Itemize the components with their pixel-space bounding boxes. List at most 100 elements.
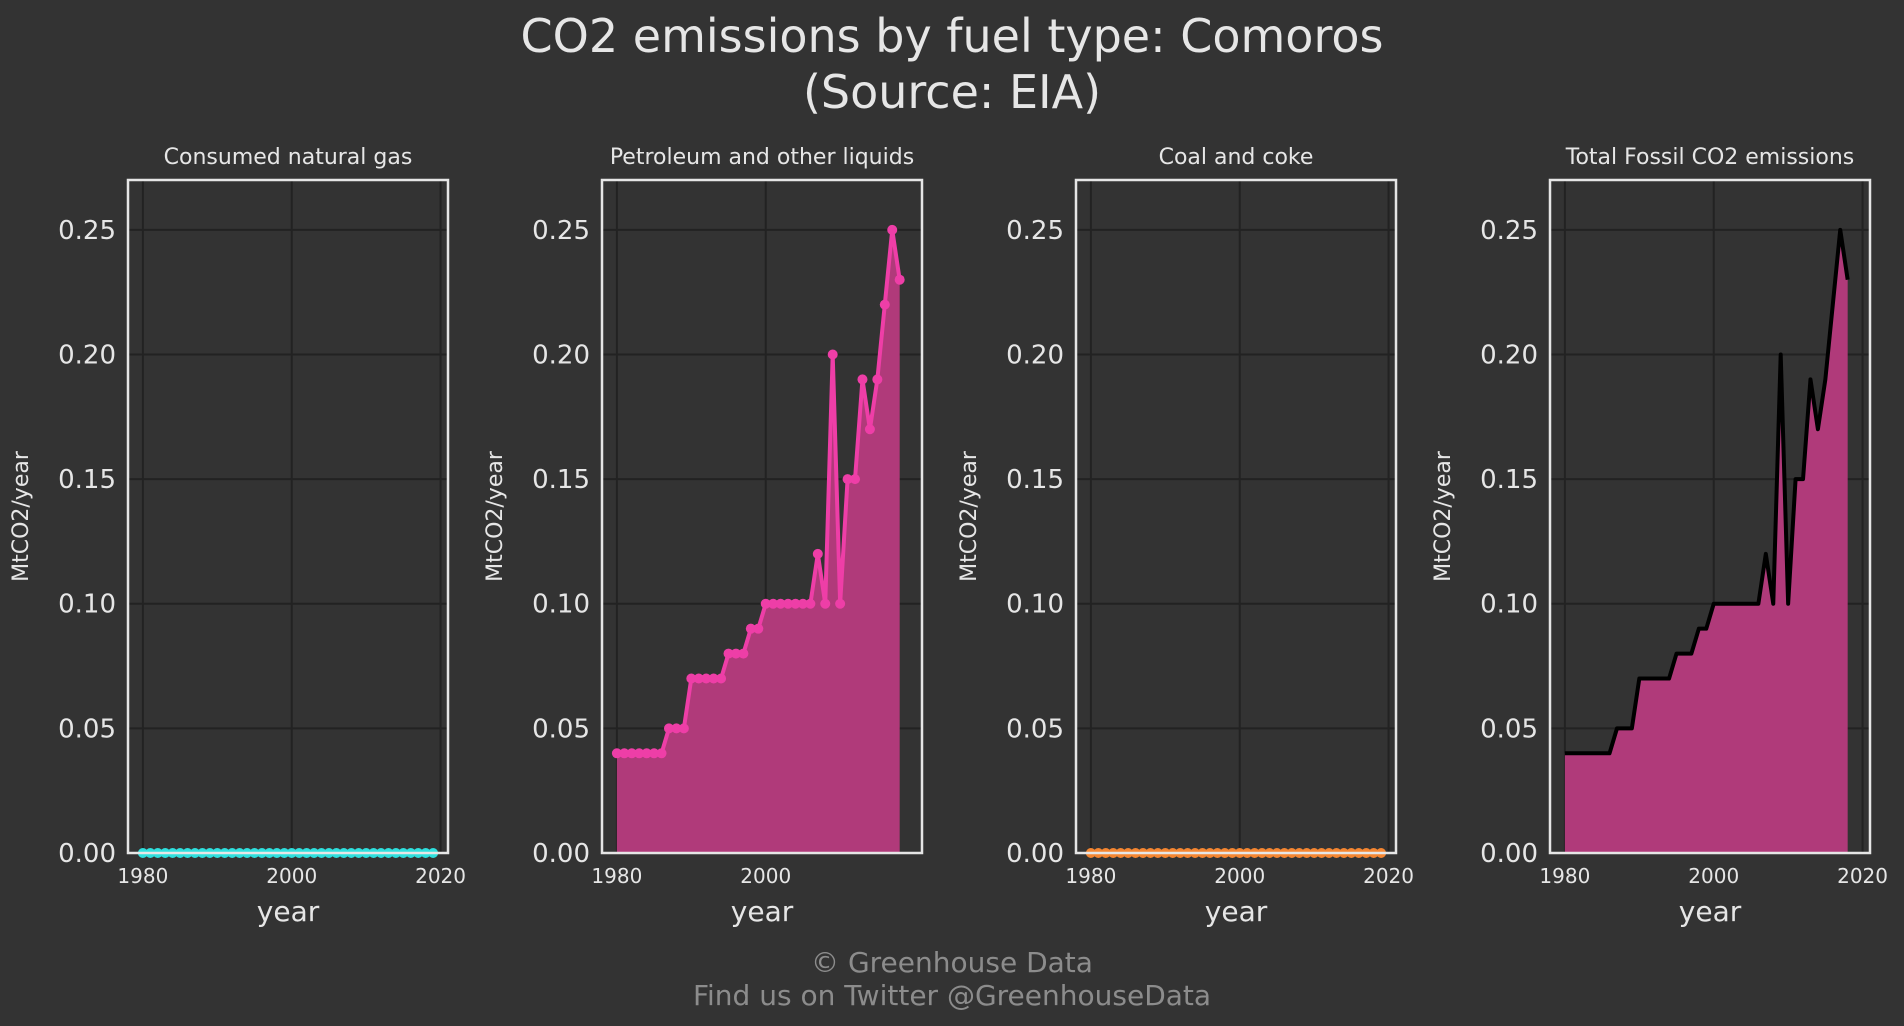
x-axis-label: year: [257, 895, 320, 928]
data-point: [879, 299, 890, 310]
data-point: [820, 598, 831, 609]
y-tick-label: 0.25: [58, 216, 116, 246]
y-tick-label: 0.20: [1480, 340, 1538, 370]
x-tick-label: 2000: [1688, 864, 1739, 888]
y-tick-label: 0.10: [1006, 590, 1064, 620]
data-point: [768, 598, 779, 609]
data-point: [611, 748, 622, 759]
x-tick-label: 1980: [117, 864, 168, 888]
data-point: [656, 748, 667, 759]
x-tick-label: 2000: [740, 864, 791, 888]
y-tick-label: 0.00: [1480, 839, 1538, 869]
y-tick-label: 0.20: [532, 340, 590, 370]
panel-1: 0.00 0.05 0.10 0.15 0.20 0.25 1980 2000 2020 Cons…: [9, 145, 466, 928]
y-tick-label: 0.15: [532, 465, 590, 495]
y-tick-label: 0.25: [1006, 216, 1064, 246]
y-tick-label: 0.25: [1480, 216, 1538, 246]
data-point: [738, 648, 749, 659]
y-axis-label: MtCO2/year: [9, 450, 34, 582]
data-point: [894, 274, 905, 285]
x-axis-label: year: [731, 895, 794, 928]
data-point: [723, 648, 734, 659]
y-tick-label: 0.00: [1006, 839, 1064, 869]
data-point: [790, 598, 801, 609]
y-axis-label: MtCO2/year: [1431, 450, 1456, 582]
x-tick-label: 1980: [591, 864, 642, 888]
plot-frame: [126, 178, 450, 855]
data-point: [708, 673, 719, 684]
y-tick-label: 0.20: [58, 340, 116, 370]
x-tick-label: 2020: [1837, 864, 1888, 888]
data-point: [649, 748, 660, 759]
x-axis-label: year: [1679, 895, 1742, 928]
x-tick-label: 1980: [1539, 864, 1590, 888]
footer-credit: © Greenhouse Data: [811, 946, 1093, 979]
data-point: [716, 673, 727, 684]
data-point: [693, 673, 704, 684]
y-axis-label: MtCO2/year: [483, 450, 508, 582]
data-point: [745, 623, 756, 634]
y-tick-label: 0.15: [1480, 465, 1538, 495]
data-point: [686, 673, 697, 684]
y-tick-label: 0.05: [1006, 714, 1064, 744]
data-point: [775, 598, 786, 609]
y-tick-label: 0.20: [1006, 340, 1064, 370]
x-tick-label: 2020: [1363, 864, 1414, 888]
data-point: [641, 748, 652, 759]
panel-title: Petroleum and other liquids: [610, 145, 914, 170]
plot-frame: [1548, 178, 1872, 855]
panels: 0.00 0.05 0.10 0.15 0.20 0.25 1980 2000 2020 Cons…: [9, 145, 1888, 928]
y-tick-label: 0.10: [532, 590, 590, 620]
figure-title: CO2 emissions by fuel type: Comoros: [521, 9, 1384, 63]
data-point: [678, 723, 689, 734]
y-tick-label: 0.05: [1480, 714, 1538, 744]
data-point: [812, 548, 823, 559]
y-tick-label: 0.05: [58, 714, 116, 744]
data-point: [619, 748, 630, 759]
series-area: [616, 229, 900, 853]
x-tick-label: 2000: [1214, 864, 1265, 888]
data-point: [872, 374, 883, 385]
series-area: [1564, 229, 1848, 853]
y-tick-label: 0.00: [532, 839, 590, 869]
y-tick-label: 0.00: [58, 839, 116, 869]
y-tick-label: 0.15: [58, 465, 116, 495]
x-tick-label: 2000: [266, 864, 317, 888]
data-point: [753, 623, 764, 634]
data-point: [827, 349, 838, 360]
data-point: [701, 673, 712, 684]
panel-title: Total Fossil CO2 emissions: [1565, 145, 1855, 170]
data-point: [634, 748, 645, 759]
data-point: [835, 598, 846, 609]
data-point: [783, 598, 794, 609]
data-point: [850, 474, 861, 485]
data-point: [730, 648, 741, 659]
footer-twitter: Find us on Twitter @GreenhouseData: [693, 979, 1211, 1012]
data-point: [887, 224, 898, 235]
data-point: [626, 748, 637, 759]
data-point: [857, 374, 868, 385]
data-point: [864, 424, 875, 435]
series-line: [1564, 227, 1850, 756]
data-point: [671, 723, 682, 734]
y-tick-label: 0.10: [58, 590, 116, 620]
y-tick-label: 0.15: [1006, 465, 1064, 495]
x-tick-label: 2020: [415, 864, 466, 888]
y-tick-label: 0.25: [532, 216, 590, 246]
plot-frame: [600, 178, 924, 855]
plot-frame: [1074, 178, 1398, 855]
data-point: [663, 723, 674, 734]
x-tick-label: 1980: [1065, 864, 1116, 888]
x-axis-label: year: [1205, 895, 1268, 928]
y-axis-label: MtCO2/year: [957, 450, 982, 582]
y-tick-label: 0.10: [1480, 590, 1538, 620]
panel-title: Coal and coke: [1159, 145, 1314, 170]
data-point: [805, 598, 816, 609]
figure-subtitle: (Source: EIA): [803, 65, 1101, 119]
panel-2: 0.00 0.05 0.10 0.15 0.20 0.25 1980 2000 Petroleu…: [483, 145, 924, 928]
panel-title: Consumed natural gas: [164, 145, 413, 170]
data-point: [760, 598, 771, 609]
y-tick-label: 0.05: [532, 714, 590, 744]
panel-4: 0.00 0.05 0.10 0.15 0.20 0.25 1980 2000 2020 Tota…: [1431, 145, 1888, 928]
